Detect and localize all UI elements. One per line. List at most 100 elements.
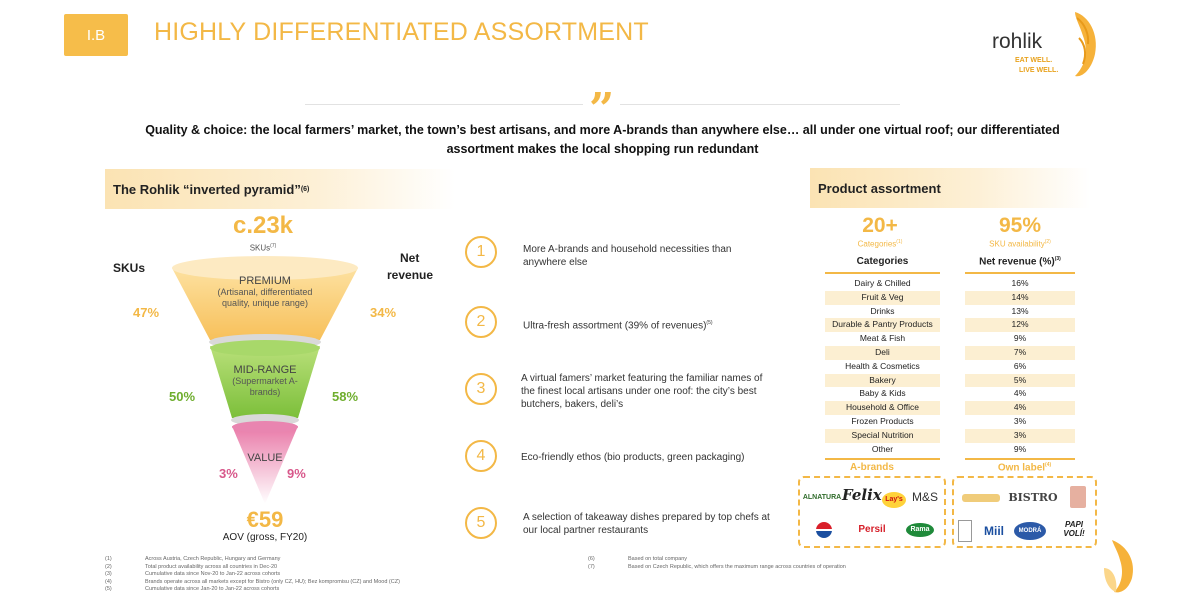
footnote: (6) Based on total company	[588, 556, 1008, 564]
footnote-number: (3)	[105, 571, 112, 577]
papi-voli-logo: PAPI VOLÍ!	[1063, 520, 1085, 538]
table-row: Health & Cosmetics 6%	[825, 360, 1075, 374]
table-row: Deli 7%	[825, 345, 1075, 360]
premium-name: PREMIUM	[239, 275, 291, 287]
croissant-icon	[1075, 12, 1096, 77]
table-row: Bakery 5%	[825, 373, 1075, 388]
footnote: (7) Based on Czech Republic, which offers…	[588, 564, 1008, 572]
pyramid-title: The Rohlik “inverted pyramid”	[113, 181, 301, 197]
value-tier	[232, 426, 298, 504]
footnote: (5) Cumulative data since Jan-20 to Jan-2…	[105, 586, 525, 594]
value-sku-pct: 3%	[219, 466, 238, 481]
revenue-cell: 4%	[965, 401, 1075, 415]
point-1: 1	[465, 236, 497, 268]
premium-sku-pct: 47%	[133, 305, 160, 320]
point-2: 2	[465, 306, 497, 338]
felix-logo: Felix	[842, 486, 882, 504]
a-brands-box: ALNATURA Felix Lay's M&S Persil Rama	[798, 476, 946, 548]
quote-icon: ”	[583, 88, 621, 132]
point-1-text: More A-brands and household necessities …	[523, 244, 732, 268]
corner-croissant-icon	[1104, 540, 1134, 593]
mid-range-tier	[210, 346, 320, 418]
step-number-4: 4	[465, 440, 497, 472]
footnote-number: (4)	[105, 578, 112, 585]
logo	[985, 8, 1105, 84]
logo-name: rohlik	[992, 30, 1043, 53]
table-row: Fruit & Veg 14%	[825, 290, 1075, 305]
alnatura-logo: ALNATURA	[802, 494, 842, 501]
revenue-column-header: Net revenue (%)(3)	[979, 256, 1061, 268]
revenue-cell: 9%	[1013, 443, 1027, 454]
own-brand-package-image	[1070, 486, 1086, 508]
category-cell: Dairy & Chilled	[854, 278, 911, 288]
headline: Quality & choice: the local farmers’ mar…	[145, 123, 1060, 156]
assortment-table: Dairy & Chilled 16% Fruit & Veg 14% Drinks 13…	[825, 277, 1075, 456]
point-4: 4	[465, 440, 497, 472]
sku-count-label: SKUs(7)	[249, 243, 277, 253]
footnote-text: Brands operate across all markets except…	[145, 578, 400, 585]
right-axis-label-1: Net	[400, 251, 420, 265]
inverted-pyramid	[172, 256, 358, 504]
value-name: VALUE	[247, 452, 283, 464]
table-row: Durable & Pantry Products 12%	[825, 318, 1075, 333]
category-cell: Drinks	[870, 305, 895, 316]
step-number-2: 2	[465, 306, 497, 338]
footnote-text: Based on Czech Republic, which offers th…	[628, 563, 846, 570]
table-bottom-rule-right	[965, 458, 1075, 460]
categories-column-header: Categories	[856, 256, 909, 267]
table-bottom-rule-left	[825, 458, 940, 460]
pepsi-logo	[816, 522, 832, 538]
assortment-title: Product assortment	[818, 180, 941, 196]
lays-logo: Lay's	[882, 492, 906, 508]
page-number: 8	[1111, 551, 1115, 558]
header-rule-left	[825, 272, 940, 274]
premium-tier	[172, 268, 358, 340]
persil-logo: Persil	[858, 524, 886, 535]
point-5-text: A selection of takeaway dishes prepared …	[523, 512, 770, 536]
categories-kpi-label: Categories(1)	[857, 239, 903, 249]
footnote-text: Total product availability across all co…	[145, 563, 278, 570]
table-row: Other 9%	[825, 443, 1075, 457]
footnote-text: Based on total company	[628, 556, 688, 562]
revenue-cell: 16%	[1011, 278, 1029, 288]
section-tag: I.B	[64, 14, 128, 56]
right-axis-label-2: revenue	[387, 268, 434, 282]
point-3-text: A virtual famers’ market featuring the f…	[521, 373, 763, 410]
premium-label: PREMIUM (Artisanal, differentiated quali…	[210, 276, 320, 309]
point-2-text: Ultra-fresh assortment (39% of revenues)	[523, 320, 707, 332]
footnote-number: (6)	[588, 556, 595, 562]
point-3: 3	[465, 373, 497, 405]
footnote: (1) Across Austria, Czech Republic, Hunga…	[105, 556, 525, 564]
table-row: Meat & Fish 9%	[825, 332, 1075, 346]
category-cell: Other	[871, 443, 894, 454]
point-2-note: (5)	[706, 320, 713, 326]
footnote-text: Cumulative data since Jan-20 to Jan-22 a…	[145, 586, 280, 592]
footnote: (2) Total product availability across all…	[105, 564, 525, 572]
mid-range-name: MID-RANGE	[233, 364, 297, 376]
table-row: Frozen Products 3%	[825, 415, 1075, 429]
categories-kpi: 20+	[862, 214, 898, 237]
footnote-number: (2)	[105, 563, 112, 570]
own-brand-product-image	[962, 494, 1000, 502]
availability-kpi: 95%	[998, 214, 1042, 237]
logo-tagline-2: LIVE WELL.	[1019, 67, 1059, 74]
value-revenue-pct: 9%	[287, 466, 306, 481]
miil-logo: Miil	[984, 524, 1004, 538]
header-rule-right	[965, 272, 1075, 274]
own-brand-shelf-image	[958, 520, 972, 542]
revenue-cell: 14%	[965, 290, 1075, 305]
ms-logo: M&S	[911, 490, 938, 504]
revenue-cell: 3%	[1013, 415, 1027, 426]
premium-revenue-pct: 34%	[370, 305, 397, 320]
aov-label: AOV (gross, FY20)	[222, 532, 308, 543]
category-cell: Frozen Products	[851, 415, 914, 426]
category-cell: Deli	[825, 345, 940, 360]
modra-logo: MODRÁ	[1014, 522, 1046, 540]
step-number-1: 1	[465, 236, 497, 268]
category-cell: Special Nutrition	[825, 428, 940, 443]
category-cell: Bakery	[825, 373, 940, 388]
mid-range-revenue-pct: 58%	[332, 389, 359, 404]
availability-kpi-label: SKU availability(2)	[989, 239, 1051, 249]
step-number-5: 5	[465, 507, 497, 539]
category-cell: Household & Office	[825, 401, 940, 415]
